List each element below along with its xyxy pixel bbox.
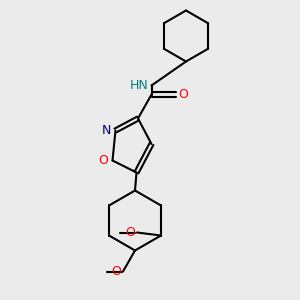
- Text: O: O: [112, 265, 122, 278]
- Text: O: O: [98, 154, 108, 167]
- Text: O: O: [178, 88, 188, 101]
- Text: N: N: [102, 124, 111, 137]
- Text: O: O: [126, 226, 136, 239]
- Text: HN: HN: [130, 79, 148, 92]
